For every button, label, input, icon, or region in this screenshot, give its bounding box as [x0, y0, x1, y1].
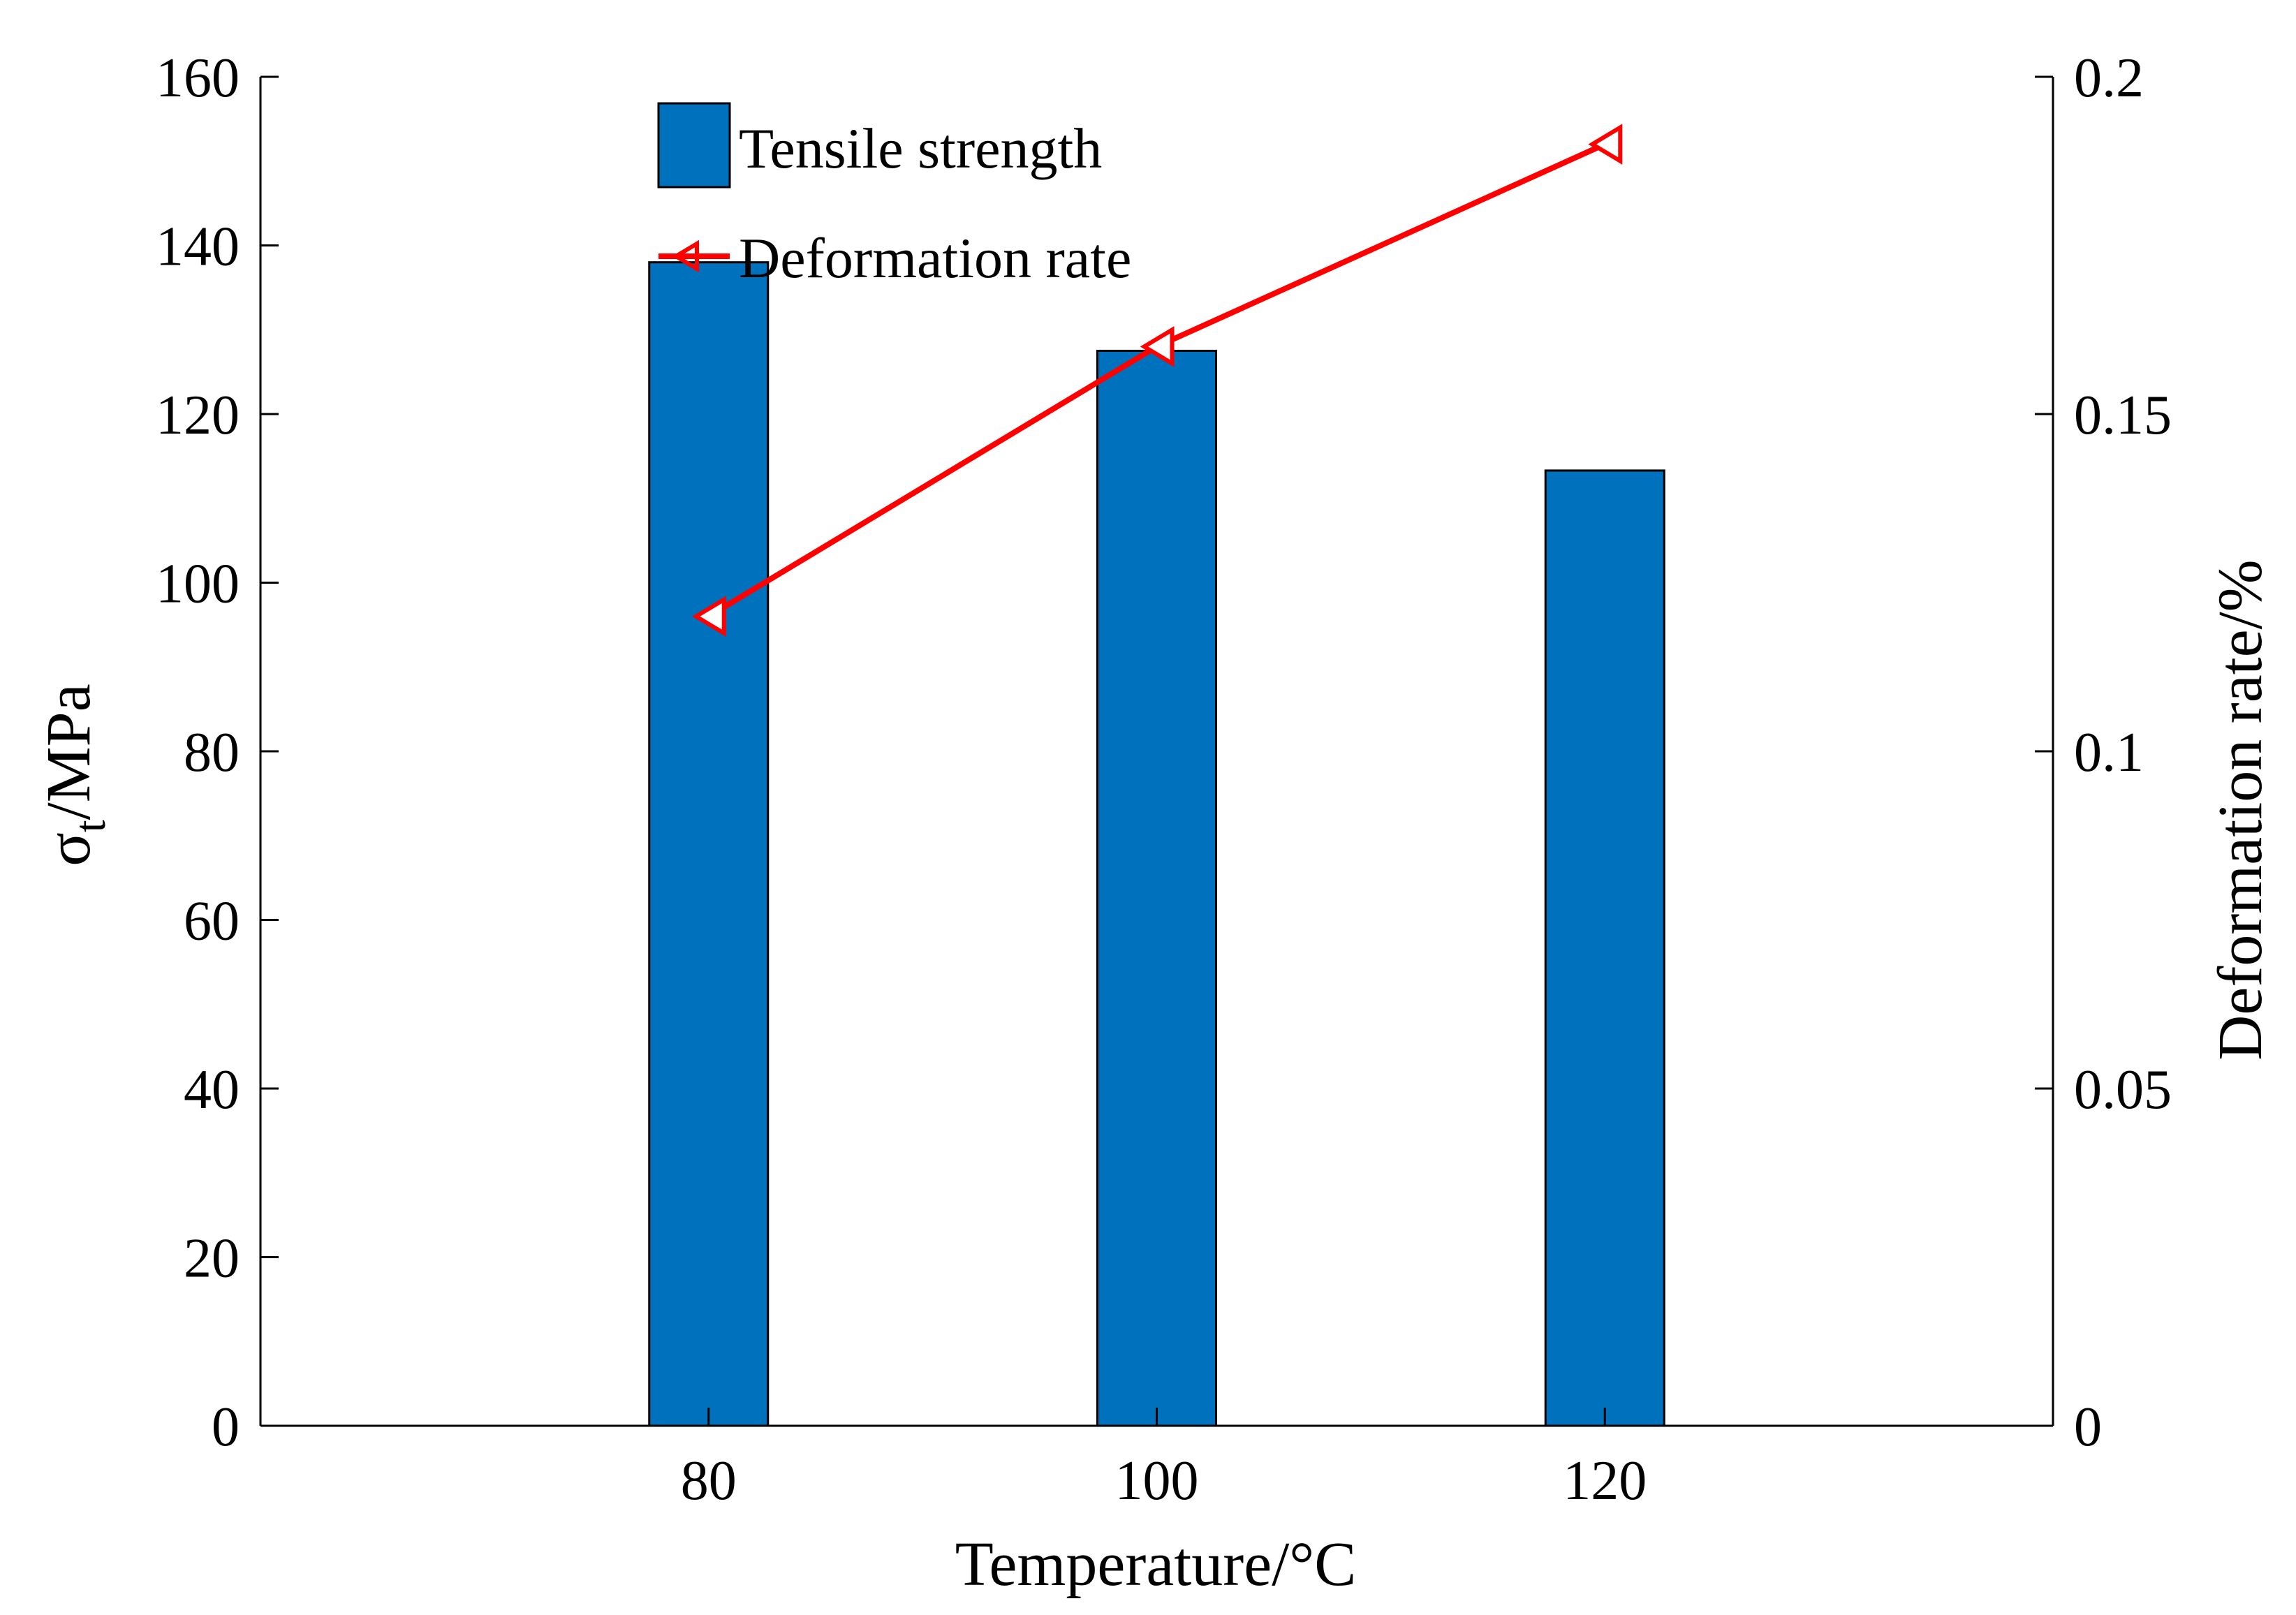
- legend-label-deformation-rate: Deformation rate: [739, 226, 1131, 290]
- bar-100: [1096, 349, 1217, 1427]
- left-axis-title-rest: /MPa: [34, 684, 103, 820]
- left-tick-label: 80: [184, 722, 240, 783]
- x-axis-ticks: 80 100 120: [681, 1408, 1647, 1512]
- right-axis-ticks: 0 0.05 0.1 0.15 0.2: [2035, 47, 2172, 1458]
- right-tick-label: 0.1: [2074, 722, 2144, 783]
- x-tick-label: 80: [681, 1450, 737, 1512]
- bar-80: [648, 261, 770, 1427]
- left-axis-title-main: σ: [34, 832, 103, 867]
- left-tick-label: 160: [156, 47, 240, 109]
- legend-marker-deformation-rate: [672, 239, 699, 273]
- x-tick-label: 120: [1563, 1450, 1647, 1512]
- right-tick-label: 0: [2074, 1396, 2102, 1458]
- deformation-rate-point-120: [1588, 124, 1623, 165]
- x-axis-title: Temperature/°C: [955, 1530, 1356, 1599]
- right-tick-label: 0.15: [2074, 385, 2172, 446]
- left-tick-label: 0: [212, 1396, 240, 1458]
- deformation-rate-point-100: [1140, 326, 1175, 367]
- bar-series: [648, 261, 1665, 1427]
- left-axis-title: σt/MPa: [34, 684, 115, 866]
- left-tick-label: 100: [156, 554, 240, 615]
- left-tick-label: 20: [184, 1228, 240, 1290]
- legend: Tensile strength Deformation rate: [657, 102, 1131, 290]
- left-tick-label: 40: [184, 1059, 240, 1121]
- left-axis-title-sub: t: [65, 820, 115, 832]
- left-axis-ticks: 0 20 40 60 80 100 120 140 160: [156, 47, 279, 1458]
- legend-label-tensile-strength: Tensile strength: [739, 117, 1102, 180]
- x-tick-label: 100: [1115, 1450, 1199, 1512]
- right-tick-label: 0.05: [2074, 1059, 2172, 1121]
- line-series: [691, 124, 1623, 637]
- left-tick-label: 120: [156, 385, 240, 446]
- left-tick-label: 60: [184, 891, 240, 952]
- deformation-rate-point-80: [691, 596, 726, 637]
- left-tick-label: 140: [156, 216, 240, 278]
- right-axis-title: Deformation rate/%: [2206, 559, 2275, 1060]
- right-tick-label: 0.2: [2074, 47, 2144, 109]
- legend-swatch-tensile-strength: [657, 102, 731, 189]
- bar-120: [1544, 469, 1665, 1427]
